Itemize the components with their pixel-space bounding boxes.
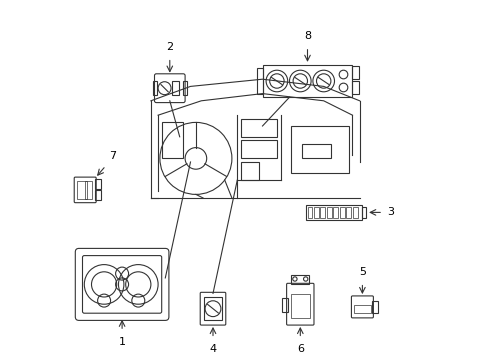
Text: 4: 4	[209, 344, 216, 354]
Text: 1: 1	[119, 337, 125, 347]
Text: 2: 2	[166, 42, 173, 52]
Text: 8: 8	[304, 31, 310, 41]
Text: 3: 3	[386, 207, 394, 217]
Text: 5: 5	[358, 267, 365, 277]
Text: 7: 7	[109, 151, 116, 161]
Text: 6: 6	[296, 344, 303, 354]
